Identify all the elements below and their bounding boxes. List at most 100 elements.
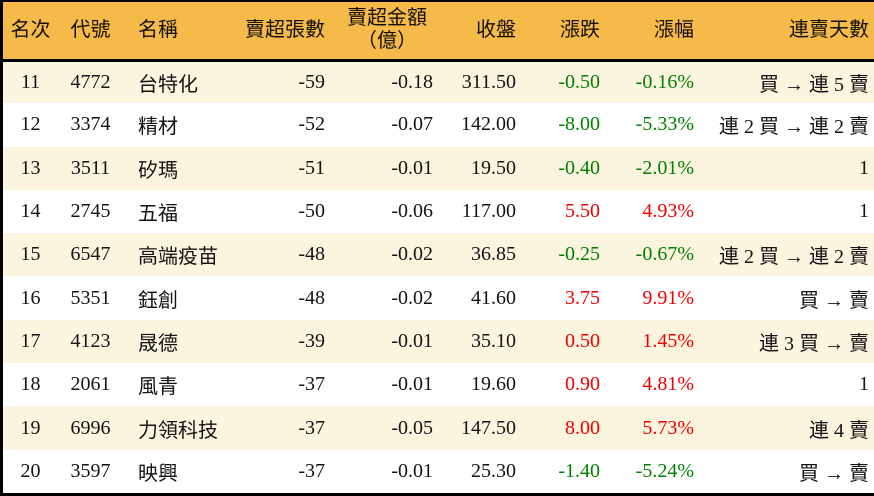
table-row: 19 6996 力領科技 -37 -0.05 147.50 8.00 5.73% 連 4 賣: [3, 406, 874, 450]
cell-code: 5351: [70, 286, 111, 309]
cell-streak: 1: [859, 156, 869, 179]
stock-net-sell-table: 名次 代號 名稱 賣超張數 賣超金額 （億） 收盤 漲跌 漲幅 連賣天數 11 4…: [3, 2, 874, 493]
cell-close: 142.00: [461, 113, 516, 136]
cell-code: 3597: [70, 459, 111, 482]
cell-streak: 買 → 連 5 賣: [759, 73, 869, 96]
cell-rank: 13: [20, 156, 41, 179]
cell-close: 19.60: [471, 373, 516, 396]
table-row: 13 3511 矽瑪 -51 -0.01 19.50 -0.40 -2.01% 1: [3, 146, 874, 190]
cell-streak: 連 3 買 → 賣: [759, 332, 869, 355]
header-code: 代號: [58, 2, 123, 62]
cell-name: 高端疫苗: [138, 246, 218, 269]
cell-streak: 買 → 賣: [799, 289, 869, 312]
cell-rank: 20: [20, 459, 41, 482]
cell-change: -0.25: [558, 243, 600, 266]
cell-close: 35.10: [471, 329, 516, 352]
cell-close: 25.30: [471, 459, 516, 482]
cell-sell_amount: -0.02: [391, 286, 433, 309]
cell-change: -0.50: [558, 70, 600, 93]
cell-sell_volume: -59: [298, 70, 325, 93]
cell-change: -1.40: [558, 459, 600, 482]
cell-rank: 16: [20, 286, 41, 309]
cell-rank: 12: [20, 113, 41, 136]
cell-name: 五福: [138, 203, 178, 226]
cell-code: 3374: [70, 113, 111, 136]
header-sell-amount: 賣超金額 （億）: [333, 2, 441, 62]
cell-change_pct: 1.45%: [642, 329, 694, 352]
cell-sell_volume: -37: [298, 416, 325, 439]
cell-change: 0.50: [565, 329, 600, 352]
cell-sell_amount: -0.01: [391, 373, 433, 396]
cell-close: 36.85: [471, 243, 516, 266]
table-row: 14 2745 五福 -50 -0.06 117.00 5.50 4.93% 1: [3, 189, 874, 234]
cell-change_pct: -2.01%: [635, 156, 694, 179]
header-sell-volume: 賣超張數: [243, 2, 333, 62]
cell-change: 0.90: [565, 373, 600, 396]
cell-sell_volume: -48: [298, 286, 325, 309]
table-row: 11 4772 台特化 -59 -0.18 311.50 -0.50 -0.16% 買 → 連 …: [3, 60, 874, 104]
cell-change_pct: -0.16%: [635, 70, 694, 93]
cell-change_pct: 4.81%: [642, 373, 694, 396]
cell-sell_volume: -52: [298, 113, 325, 136]
cell-close: 19.50: [471, 156, 516, 179]
cell-change_pct: 5.73%: [642, 416, 694, 439]
cell-close: 117.00: [461, 200, 516, 223]
cell-sell_volume: -50: [298, 200, 325, 223]
cell-sell_amount: -0.02: [391, 243, 433, 266]
cell-code: 2745: [70, 200, 111, 223]
cell-close: 311.50: [461, 70, 516, 93]
cell-sell_volume: -51: [298, 156, 325, 179]
cell-code: 2061: [70, 373, 111, 396]
cell-sell_amount: -0.18: [391, 70, 433, 93]
header-streak: 連賣天數: [698, 2, 874, 62]
cell-rank: 18: [20, 373, 41, 396]
cell-change_pct: -0.67%: [635, 243, 694, 266]
cell-close: 41.60: [471, 286, 516, 309]
header-rank: 名次: [3, 2, 58, 62]
cell-code: 4123: [70, 329, 111, 352]
table-row: 15 6547 高端疫苗 -48 -0.02 36.85 -0.25 -0.67% 連 2 買 …: [3, 233, 874, 277]
cell-code: 4772: [70, 70, 111, 93]
cell-streak: 連 2 買 → 連 2 賣: [719, 246, 869, 269]
header-change: 漲跌: [523, 2, 610, 62]
cell-sell_volume: -37: [298, 373, 325, 396]
header-sell-amount-line2: （億）: [357, 30, 417, 53]
cell-rank: 11: [20, 70, 41, 93]
cell-streak: 1: [859, 373, 869, 396]
cell-change_pct: 4.93%: [642, 200, 694, 223]
cell-sell_amount: -0.06: [391, 200, 433, 223]
cell-name: 鈺創: [138, 289, 178, 312]
cell-sell_amount: -0.01: [391, 459, 433, 482]
cell-change: 5.50: [565, 200, 600, 223]
cell-name: 映興: [138, 462, 178, 485]
cell-streak: 1: [859, 200, 869, 223]
cell-sell_volume: -37: [298, 459, 325, 482]
cell-streak: 買 → 賣: [799, 462, 869, 485]
cell-streak: 連 4 賣: [809, 419, 869, 442]
cell-rank: 14: [20, 200, 41, 223]
cell-code: 3511: [70, 156, 111, 179]
cell-change: 8.00: [565, 416, 600, 439]
table-row: 17 4123 晟德 -39 -0.01 35.10 0.50 1.45% 連 3 買 → 賣: [3, 319, 874, 364]
cell-sell_amount: -0.01: [391, 156, 433, 179]
cell-streak: 連 2 買 → 連 2 賣: [719, 116, 869, 139]
cell-rank: 17: [20, 329, 41, 352]
table-row: 20 3597 映興 -37 -0.01 25.30 -1.40 -5.24% 買 → 賣: [3, 449, 874, 493]
cell-change: -8.00: [558, 113, 600, 136]
cell-name: 精材: [138, 116, 178, 139]
table-row: 16 5351 鈺創 -48 -0.02 41.60 3.75 9.91% 買 → 賣: [3, 276, 874, 320]
table-body: 11 4772 台特化 -59 -0.18 311.50 -0.50 -0.16% 買 → 連 …: [3, 60, 874, 493]
cell-name: 風青: [138, 376, 178, 399]
cell-name: 矽瑪: [138, 159, 178, 182]
cell-rank: 15: [20, 243, 41, 266]
cell-change_pct: 9.91%: [642, 286, 694, 309]
cell-sell_amount: -0.05: [391, 416, 433, 439]
table-header: 名次 代號 名稱 賣超張數 賣超金額 （億） 收盤 漲跌 漲幅 連賣天數: [3, 2, 874, 62]
cell-name: 力領科技: [138, 419, 218, 442]
header-row: 名次 代號 名稱 賣超張數 賣超金額 （億） 收盤 漲跌 漲幅 連賣天數: [3, 2, 874, 62]
cell-rank: 19: [20, 416, 41, 439]
cell-change_pct: -5.24%: [635, 459, 694, 482]
cell-change: -0.40: [558, 156, 600, 179]
cell-code: 6547: [70, 243, 111, 266]
